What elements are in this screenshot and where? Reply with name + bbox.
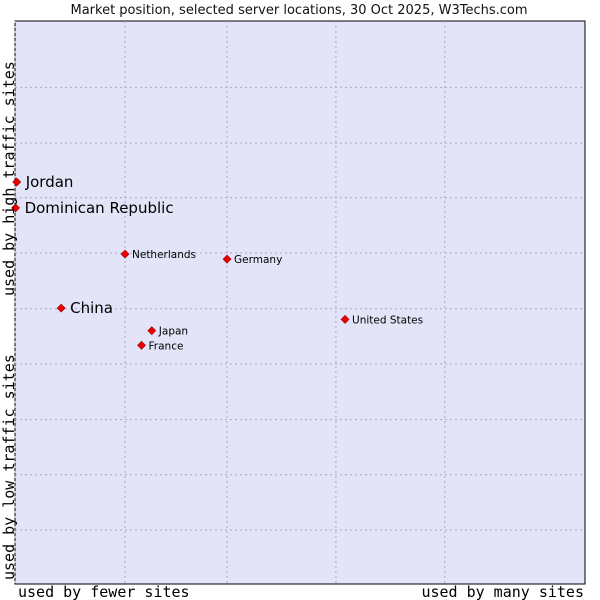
point-marker-france [137,340,146,350]
point-marker-netherlands [120,249,130,259]
point-label-dominican-republic: Dominican Republic [25,199,174,217]
x-axis-label-fewer-sites: used by fewer sites [18,583,190,600]
point-label-china: China [70,299,113,317]
data-point-germany: Germany [222,254,282,266]
data-point-france: France [137,340,184,352]
point-marker-japan [147,326,157,336]
point-label-united-states: United States [352,314,423,326]
data-point-jordan: Jordan [12,173,74,191]
y-axis-label-high-traffic: used by high traffic sites [0,61,18,296]
y-axis-label-low-traffic: used by low traffic sites [0,354,18,580]
point-label-germany: Germany [234,254,282,266]
point-marker-dominican-republic [11,203,20,213]
point-label-netherlands: Netherlands [132,249,196,261]
point-label-japan: Japan [158,326,188,338]
point-marker-united-states [340,314,350,324]
x-axis-label-many-sites: used by many sites [421,583,584,600]
data-point-dominican-republic: Dominican Republic [11,199,174,217]
plot-area [14,20,586,585]
point-label-france: France [149,340,184,352]
data-point-united-states: United States [340,314,423,326]
point-marker-jordan [12,177,22,187]
data-point-japan: Japan [147,326,188,338]
gridlines [14,21,585,584]
data-point-china: China [56,299,113,317]
point-marker-germany [222,254,232,264]
data-points: Jordan Dominican Republic Netherlands Germa… [11,173,423,352]
point-marker-china [56,303,66,313]
chart-title: Market position, selected server locatio… [70,3,527,18]
point-label-jordan: Jordan [25,173,74,191]
data-point-netherlands: Netherlands [120,249,196,261]
